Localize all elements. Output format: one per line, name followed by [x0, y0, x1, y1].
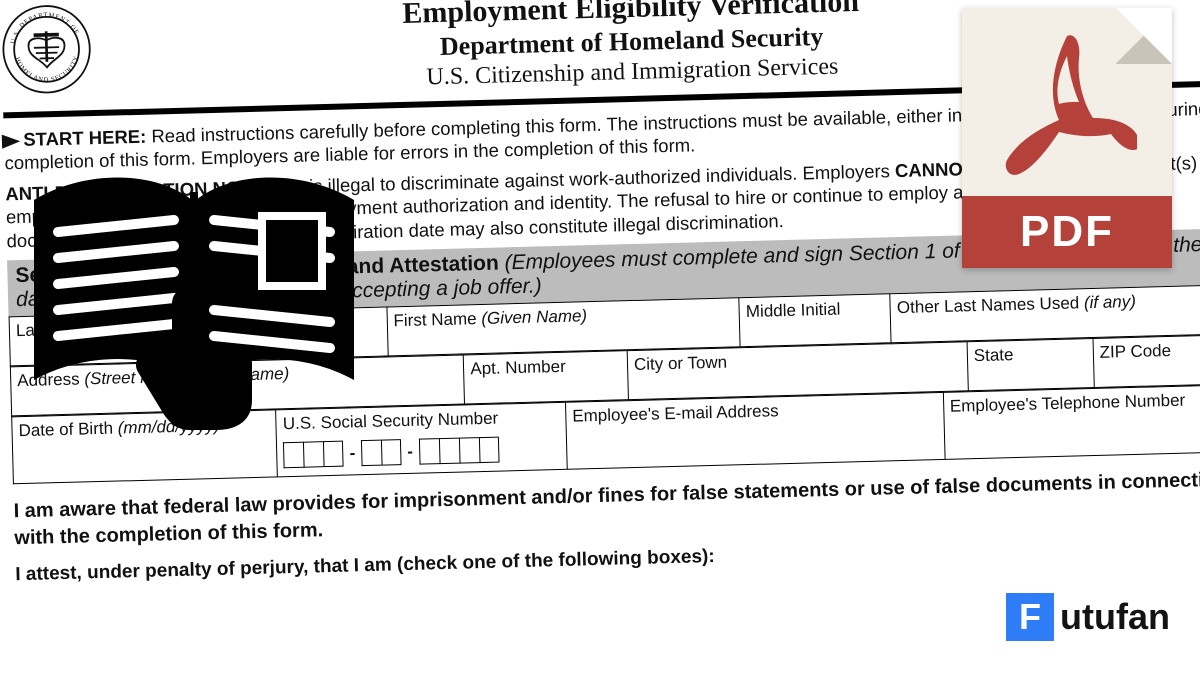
field-city[interactable]: City or Town: [627, 341, 968, 399]
adobe-pdf-logo-icon: [997, 28, 1137, 188]
field-state[interactable]: State: [967, 338, 1094, 390]
read-book-icon: [24, 170, 364, 430]
futufan-brand: F utufan: [1006, 593, 1170, 641]
futufan-brand-text: utufan: [1060, 596, 1170, 638]
field-middle-initial[interactable]: Middle Initial: [739, 293, 891, 346]
start-marker-icon: ▶: [1, 128, 20, 152]
field-phone[interactable]: Employee's Telephone Number: [943, 383, 1200, 459]
pdf-label: PDF: [962, 196, 1172, 268]
field-apt[interactable]: Apt. Number: [463, 350, 628, 403]
field-other-last-names[interactable]: Other Last Names Used (if any): [890, 284, 1200, 343]
ssn-entry-boxes[interactable]: - -: [283, 435, 560, 468]
field-zip[interactable]: ZIP Code: [1093, 334, 1200, 388]
start-here-label: START HERE:: [23, 126, 147, 150]
futufan-logo-square: F: [1006, 593, 1054, 641]
pdf-file-icon: PDF: [962, 8, 1172, 268]
field-email[interactable]: Employee's E-mail Address: [565, 392, 944, 469]
dhs-seal-icon: U.S. DEPARTMENT OF HOMELAND SECURITY: [0, 3, 92, 95]
field-first-name[interactable]: First Name (Given Name): [387, 297, 741, 355]
